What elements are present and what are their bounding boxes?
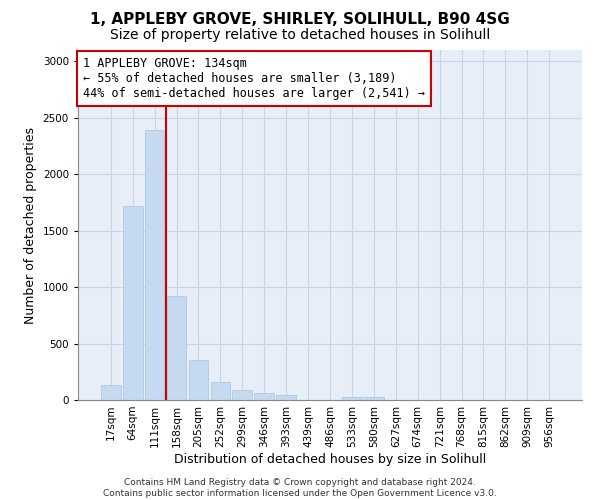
Bar <box>254 393 274 400</box>
Text: 1 APPLEBY GROVE: 134sqm
← 55% of detached houses are smaller (3,189)
44% of semi: 1 APPLEBY GROVE: 134sqm ← 55% of detache… <box>83 57 425 100</box>
Bar <box>211 382 230 400</box>
Bar <box>188 360 208 400</box>
X-axis label: Distribution of detached houses by size in Solihull: Distribution of detached houses by size … <box>174 452 486 466</box>
Bar <box>167 296 187 400</box>
Bar <box>101 386 121 400</box>
Text: 1, APPLEBY GROVE, SHIRLEY, SOLIHULL, B90 4SG: 1, APPLEBY GROVE, SHIRLEY, SOLIHULL, B90… <box>90 12 510 28</box>
Bar <box>123 206 143 400</box>
Bar <box>276 396 296 400</box>
Y-axis label: Number of detached properties: Number of detached properties <box>24 126 37 324</box>
Bar <box>364 396 384 400</box>
Bar <box>145 130 164 400</box>
Text: Size of property relative to detached houses in Solihull: Size of property relative to detached ho… <box>110 28 490 42</box>
Text: Contains HM Land Registry data © Crown copyright and database right 2024.
Contai: Contains HM Land Registry data © Crown c… <box>103 478 497 498</box>
Bar <box>232 390 252 400</box>
Bar <box>342 396 362 400</box>
